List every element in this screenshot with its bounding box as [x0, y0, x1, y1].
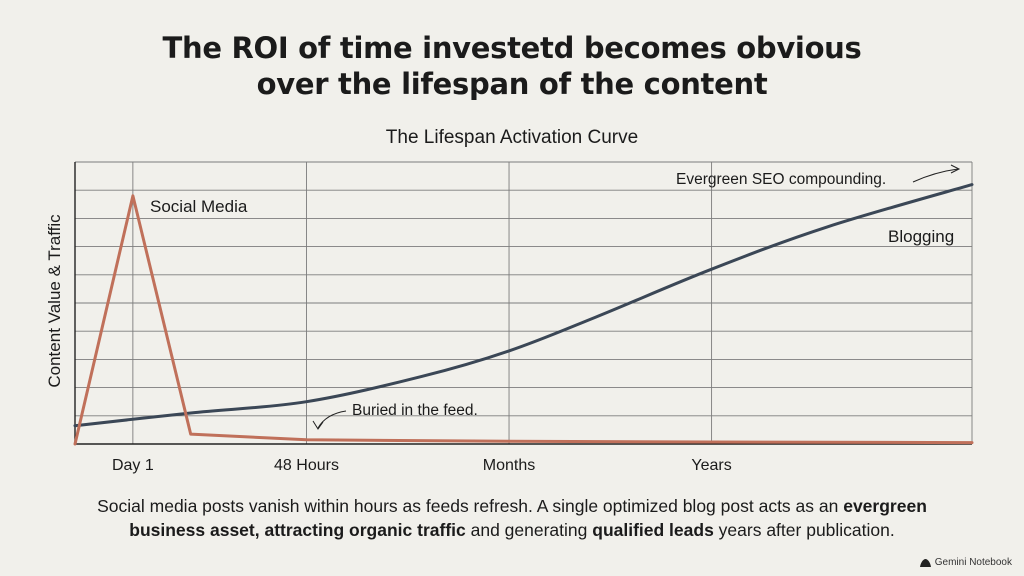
- chart-title: The Lifespan Activation Curve: [386, 127, 638, 148]
- caption-bold-evergreen: evergreen: [843, 496, 927, 516]
- series-label-blogging: Blogging: [888, 227, 954, 246]
- caption-text-1: Social media posts vanish within hours a…: [97, 496, 844, 516]
- x-tick-label: Day 1: [112, 457, 154, 474]
- headline-line-2: over the lifespan of the content: [256, 67, 768, 101]
- annotation-evergreen-seo: Evergreen SEO compounding.: [676, 171, 886, 188]
- x-tick-label: Months: [483, 457, 535, 474]
- annotation-arrowhead-evergreen: [950, 164, 961, 174]
- annotation-arrowhead-buried: [312, 420, 324, 430]
- gemini-notebook-icon: [919, 558, 931, 567]
- x-tick-label: 48 Hours: [274, 457, 339, 474]
- caption: Social media posts vanish within hours a…: [0, 494, 1024, 542]
- series-labels: Social Media Blogging: [150, 197, 954, 246]
- annotation-buried-in-feed: Buried in the feed.: [352, 402, 478, 419]
- brand-badge: Gemini Notebook: [919, 557, 1012, 568]
- annotation-arrow-buried: [317, 410, 347, 429]
- headline-line-1: The ROI of time investetd becomes obviou…: [162, 31, 862, 65]
- series-line-social-media: [73, 194, 974, 446]
- caption-text-3: years after publication.: [713, 520, 895, 540]
- annotation-arrow-evergreen: [912, 168, 959, 183]
- x-tick-label: Years: [691, 457, 731, 474]
- brand-label: Gemini Notebook: [934, 557, 1012, 568]
- chart-annotations: Evergreen SEO compounding. Buried in the …: [312, 164, 961, 430]
- x-tick-labels: Day 1 48 Hours Months Years: [112, 457, 732, 474]
- caption-bold-leads: qualified leads: [592, 520, 714, 540]
- series-lines: [73, 183, 974, 446]
- caption-line-1: Social media posts vanish within hours a…: [0, 494, 1024, 518]
- caption-line-2: business asset, attracting organic traff…: [0, 518, 1024, 542]
- caption-bold-asset: business asset, attracting organic traff…: [129, 520, 466, 540]
- chart-axes: [74, 162, 972, 445]
- y-axis-label: Content Value & Traffic: [45, 214, 64, 388]
- caption-text-2: and generating: [465, 520, 593, 540]
- series-label-social-media: Social Media: [150, 197, 248, 216]
- headline: The ROI of time investetd becomes obviou…: [0, 30, 1024, 102]
- chart-grid: [75, 161, 973, 445]
- series-line-blogging: [73, 183, 974, 428]
